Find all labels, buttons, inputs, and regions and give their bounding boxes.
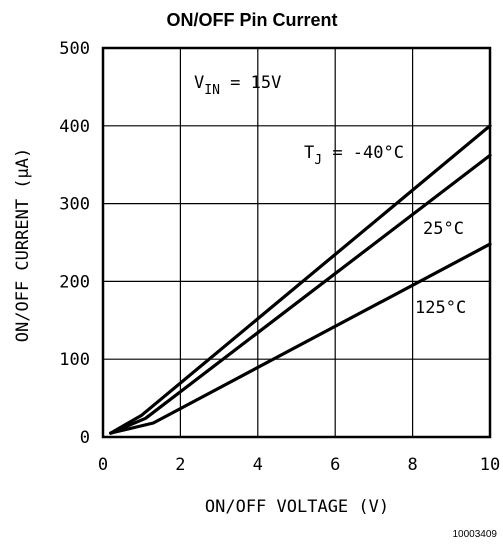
plot-frame: [101, 46, 492, 439]
series-label-minus40-sub: J: [314, 153, 322, 168]
y-tick-label-300: 300: [59, 195, 90, 215]
series-label-minus40-main: T: [304, 143, 314, 163]
series-line-125: [109, 242, 492, 435]
y-tick-label-100: 100: [59, 350, 90, 370]
series-layer: [109, 124, 492, 435]
y-axis-label: ON/OFF CURRENT (μA): [13, 148, 33, 342]
x-tick-label-4: 4: [253, 455, 263, 475]
x-tick-label-0: 0: [98, 455, 108, 475]
series-label-minus40-rest: = -40°C: [322, 143, 404, 163]
condition-label: VIN = 15V: [194, 73, 281, 98]
series-line-minus40: [109, 124, 492, 435]
x-tick-label-6: 6: [330, 455, 340, 475]
condition-main: V: [194, 73, 204, 93]
condition-sub: IN: [204, 83, 220, 98]
figure-code: 10003409: [453, 529, 498, 540]
x-axis-label: ON/OFF VOLTAGE (V): [205, 497, 389, 517]
y-tick-label-400: 400: [59, 117, 90, 137]
x-tick-label-10: 10: [480, 455, 500, 475]
series-label-minus40: TJ = -40°C: [304, 143, 404, 168]
y-tick-labels: 0 100 200 300 400 500: [59, 39, 90, 448]
grid: [103, 48, 490, 437]
y-tick-label-200: 200: [59, 272, 90, 292]
chart-title: ON/OFF Pin Current: [167, 10, 338, 30]
series-label-125: 125°C: [415, 298, 466, 318]
x-tick-label-8: 8: [407, 455, 417, 475]
x-tick-label-2: 2: [175, 455, 185, 475]
series-line-25: [109, 153, 492, 435]
y-tick-label-500: 500: [59, 39, 90, 59]
condition-rest: = 15V: [220, 73, 281, 93]
y-tick-label-0: 0: [80, 428, 90, 448]
x-tick-labels: 0 2 4 6 8 10: [98, 455, 500, 475]
series-label-25: 25°C: [423, 219, 464, 239]
